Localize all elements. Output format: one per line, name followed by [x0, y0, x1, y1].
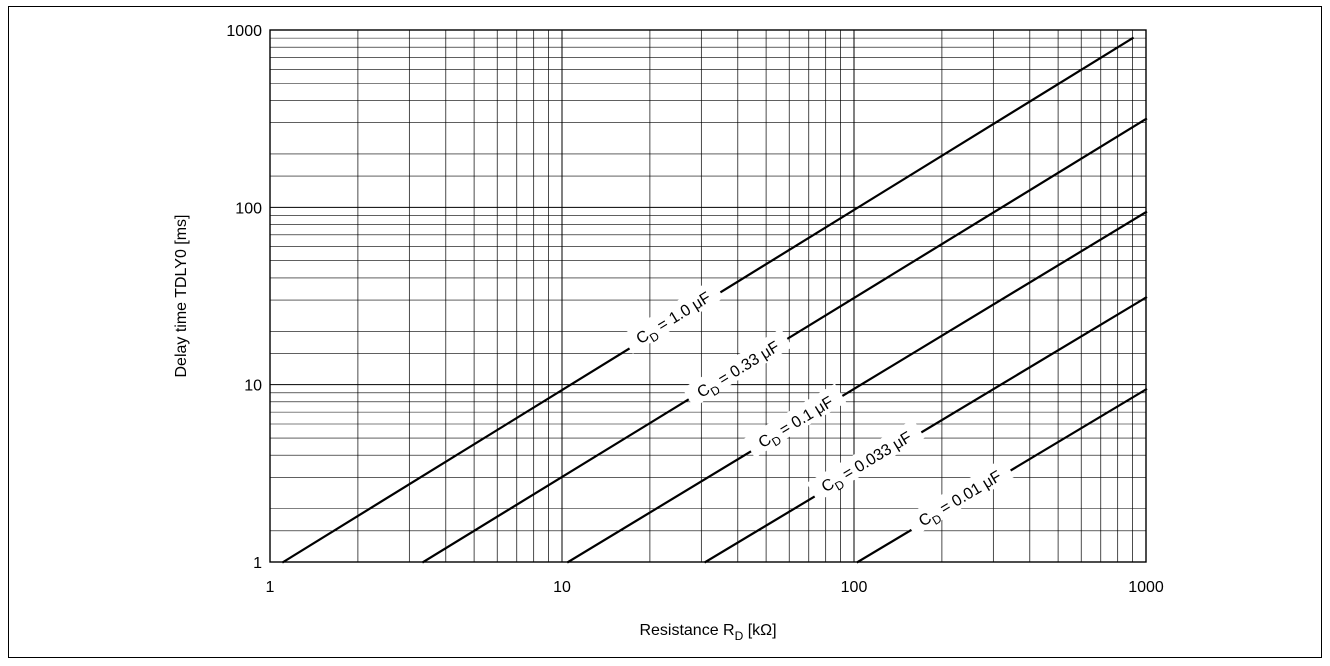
grid	[270, 30, 1146, 562]
series-label-background	[903, 457, 1015, 537]
x-axis-label-unit: [kΩ]	[743, 622, 776, 639]
y-tick-label: 100	[235, 200, 262, 217]
x-axis-label: Resistance RD [kΩ]	[639, 622, 776, 643]
x-axis-label-text: Resistance R	[639, 622, 734, 639]
series-label: CD = 0.01 μF	[903, 457, 1015, 537]
y-tick-label: 1	[253, 555, 262, 572]
y-tick-label: 10	[244, 378, 262, 395]
series-label-text: CD = 0.33 μF	[694, 338, 784, 405]
plot-area-border	[269, 29, 1147, 563]
x-axis-label-subscript: D	[735, 629, 744, 643]
y-tick-label: 1000	[226, 23, 262, 40]
series-label: CD = 0.33 μF	[682, 328, 793, 408]
x-tick-label: 100	[841, 579, 868, 596]
series-label-background	[743, 383, 847, 458]
series-label: CD = 0.1 μF	[743, 383, 847, 458]
figure-frame	[8, 6, 1322, 658]
x-tick-label: 10	[553, 579, 571, 596]
series-line	[703, 296, 1148, 564]
y-axis-label: Delay time TDLY0 [ms]	[173, 214, 190, 377]
tick-labels: 1 10 100 1000 1 10 100 1000	[226, 23, 1163, 596]
series-line	[566, 210, 1148, 564]
series-label-background	[682, 328, 793, 408]
x-tick-label: 1	[266, 579, 275, 596]
series-label-text: CD = 0.033 μF	[819, 429, 917, 500]
series-label-background	[806, 418, 925, 502]
series-label-background	[621, 278, 724, 354]
series-label: CD = 0.033 μF	[806, 418, 925, 502]
x-tick-label: 1000	[1128, 579, 1164, 596]
series-label: CD = 1.0 μF	[621, 278, 724, 354]
